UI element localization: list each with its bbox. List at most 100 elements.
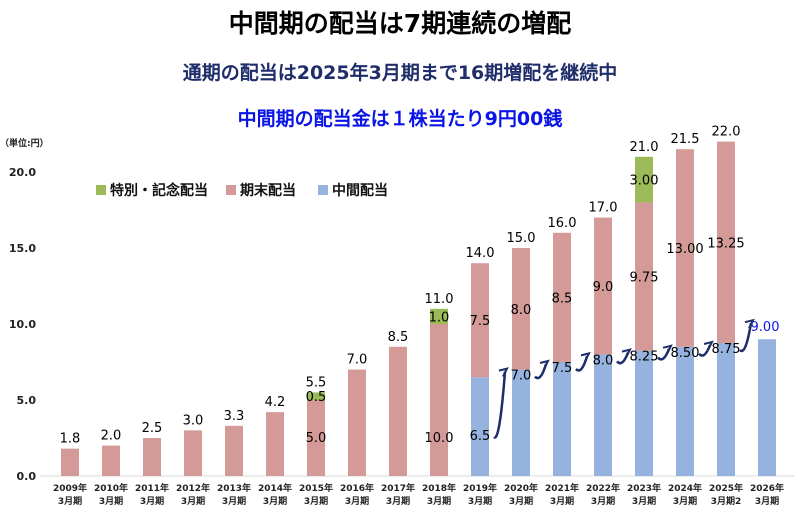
data-label: 9.75	[630, 271, 659, 286]
bar-segment	[717, 343, 735, 476]
total-label: 8.5	[388, 330, 409, 345]
increase-arrow	[616, 352, 630, 365]
bar-segment	[184, 430, 202, 476]
total-label: 7.0	[347, 353, 368, 368]
x-tick-label: 3月期	[755, 495, 779, 507]
x-tick-label: 2009年	[53, 482, 87, 494]
main-title: 中間期の配当は7期連続の増配	[228, 9, 572, 38]
x-tick-label: 3月期	[263, 495, 287, 507]
x-tick-label: 3月期	[181, 495, 205, 507]
bar-segment	[635, 156, 653, 203]
y-tick-label: 20.0	[9, 166, 36, 179]
total-label: 22.0	[712, 125, 741, 140]
bar-segment	[676, 149, 694, 347]
bar-segment	[430, 308, 448, 324]
arrow-head-icon	[621, 348, 632, 359]
data-label: 5.0	[306, 431, 327, 446]
data-label: 13.25	[707, 236, 744, 251]
x-tick-label: 2012年	[176, 482, 210, 494]
bar-segment	[635, 202, 653, 351]
x-tick-label: 3月期	[140, 495, 164, 507]
x-tick-label: 3月期	[509, 495, 533, 507]
x-tick-label: 2018年	[422, 482, 456, 494]
legend-item-special: 特別・記念配当	[96, 180, 208, 200]
y-tick-label: 10.0	[9, 318, 36, 331]
x-tick-label: 3月期	[99, 495, 123, 507]
x-tick-label: 2021年	[545, 482, 579, 494]
x-tick-label: 3月期	[304, 495, 328, 507]
data-label: 8.0	[593, 353, 614, 368]
x-tick-label: 2022年	[586, 482, 620, 494]
arrow-head-icon	[703, 340, 714, 351]
bar-segment	[430, 324, 448, 476]
x-tick-label: 3月期	[345, 495, 369, 507]
bar-segment	[471, 377, 489, 476]
arrow-head-icon	[662, 344, 673, 355]
bar-segment	[61, 448, 79, 476]
data-label: 9.00	[751, 320, 780, 335]
arrow-head-icon	[580, 351, 591, 362]
data-label: 7.0	[511, 369, 532, 384]
data-label: 8.50	[671, 346, 700, 361]
bar-segment	[143, 438, 161, 476]
y-tick-label: 5.0	[17, 394, 37, 407]
x-tick-label: 3月期	[632, 495, 656, 507]
bar-segment	[307, 392, 325, 400]
total-label: 15.0	[507, 231, 536, 246]
total-label: 3.3	[224, 409, 245, 424]
data-label: 0.5	[306, 390, 327, 405]
data-label: 7.5	[552, 361, 573, 376]
bar-segment	[225, 425, 243, 476]
bar-segment	[635, 350, 653, 476]
bar-segment	[758, 339, 776, 476]
x-tick-label: 3月期	[591, 495, 615, 507]
unit-label: （単位:円）	[0, 139, 49, 149]
total-label: 21.5	[671, 132, 700, 147]
total-label: 2.5	[142, 421, 163, 436]
x-tick-label: 2017年	[381, 482, 415, 494]
bar-segment	[512, 369, 530, 476]
x-tick-label: 2016年	[340, 482, 374, 494]
x-tick-label: 3月期	[58, 495, 82, 507]
bar-segment	[102, 445, 120, 476]
x-tick-label: 2024年	[668, 482, 702, 494]
total-label: 11.0	[425, 292, 454, 307]
arrow-head-icon	[498, 367, 509, 378]
bar-segment	[512, 248, 530, 370]
bar-segment	[676, 346, 694, 476]
increase-arrow	[493, 371, 507, 439]
data-label: 13.00	[666, 242, 703, 257]
x-tick-label: 2013年	[217, 482, 251, 494]
legend-swatch	[226, 185, 236, 195]
legend-item-yearend: 期末配当	[226, 180, 296, 200]
y-tick-label: 15.0	[9, 242, 36, 255]
total-label: 17.0	[589, 201, 618, 216]
x-tick-label: 2020年	[504, 482, 538, 494]
data-label: 8.25	[630, 350, 659, 365]
subtitle-interim: 中間期の配当金は１株当たり9円00銭	[237, 108, 563, 130]
bar-segment	[553, 232, 571, 362]
x-tick-label: 2014年	[258, 482, 292, 494]
bar-segment	[348, 369, 366, 476]
total-label: 21.0	[630, 140, 659, 155]
increase-arrow	[739, 322, 753, 353]
subtitle: 通期の配当は2025年3月期まで16期増配を継続中	[182, 62, 618, 84]
x-tick-label: 3月期	[222, 495, 246, 507]
data-label: 3.00	[630, 174, 659, 189]
legend-label: 期末配当	[240, 183, 296, 199]
x-tick-label: 2023年	[627, 482, 661, 494]
arrow-head-icon	[744, 318, 755, 329]
data-label: 8.0	[511, 303, 532, 318]
data-label: 10.0	[425, 431, 454, 446]
total-label: 3.0	[183, 413, 204, 428]
total-label: 5.5	[306, 375, 327, 390]
x-tick-label: 2015年	[299, 482, 333, 494]
bar-segment	[594, 354, 612, 476]
data-label: 8.75	[712, 342, 741, 357]
x-tick-label: 2011年	[135, 482, 169, 494]
legend-swatch	[318, 185, 328, 195]
x-tick-label: 3月期	[673, 495, 697, 507]
bar-segment	[553, 362, 571, 476]
